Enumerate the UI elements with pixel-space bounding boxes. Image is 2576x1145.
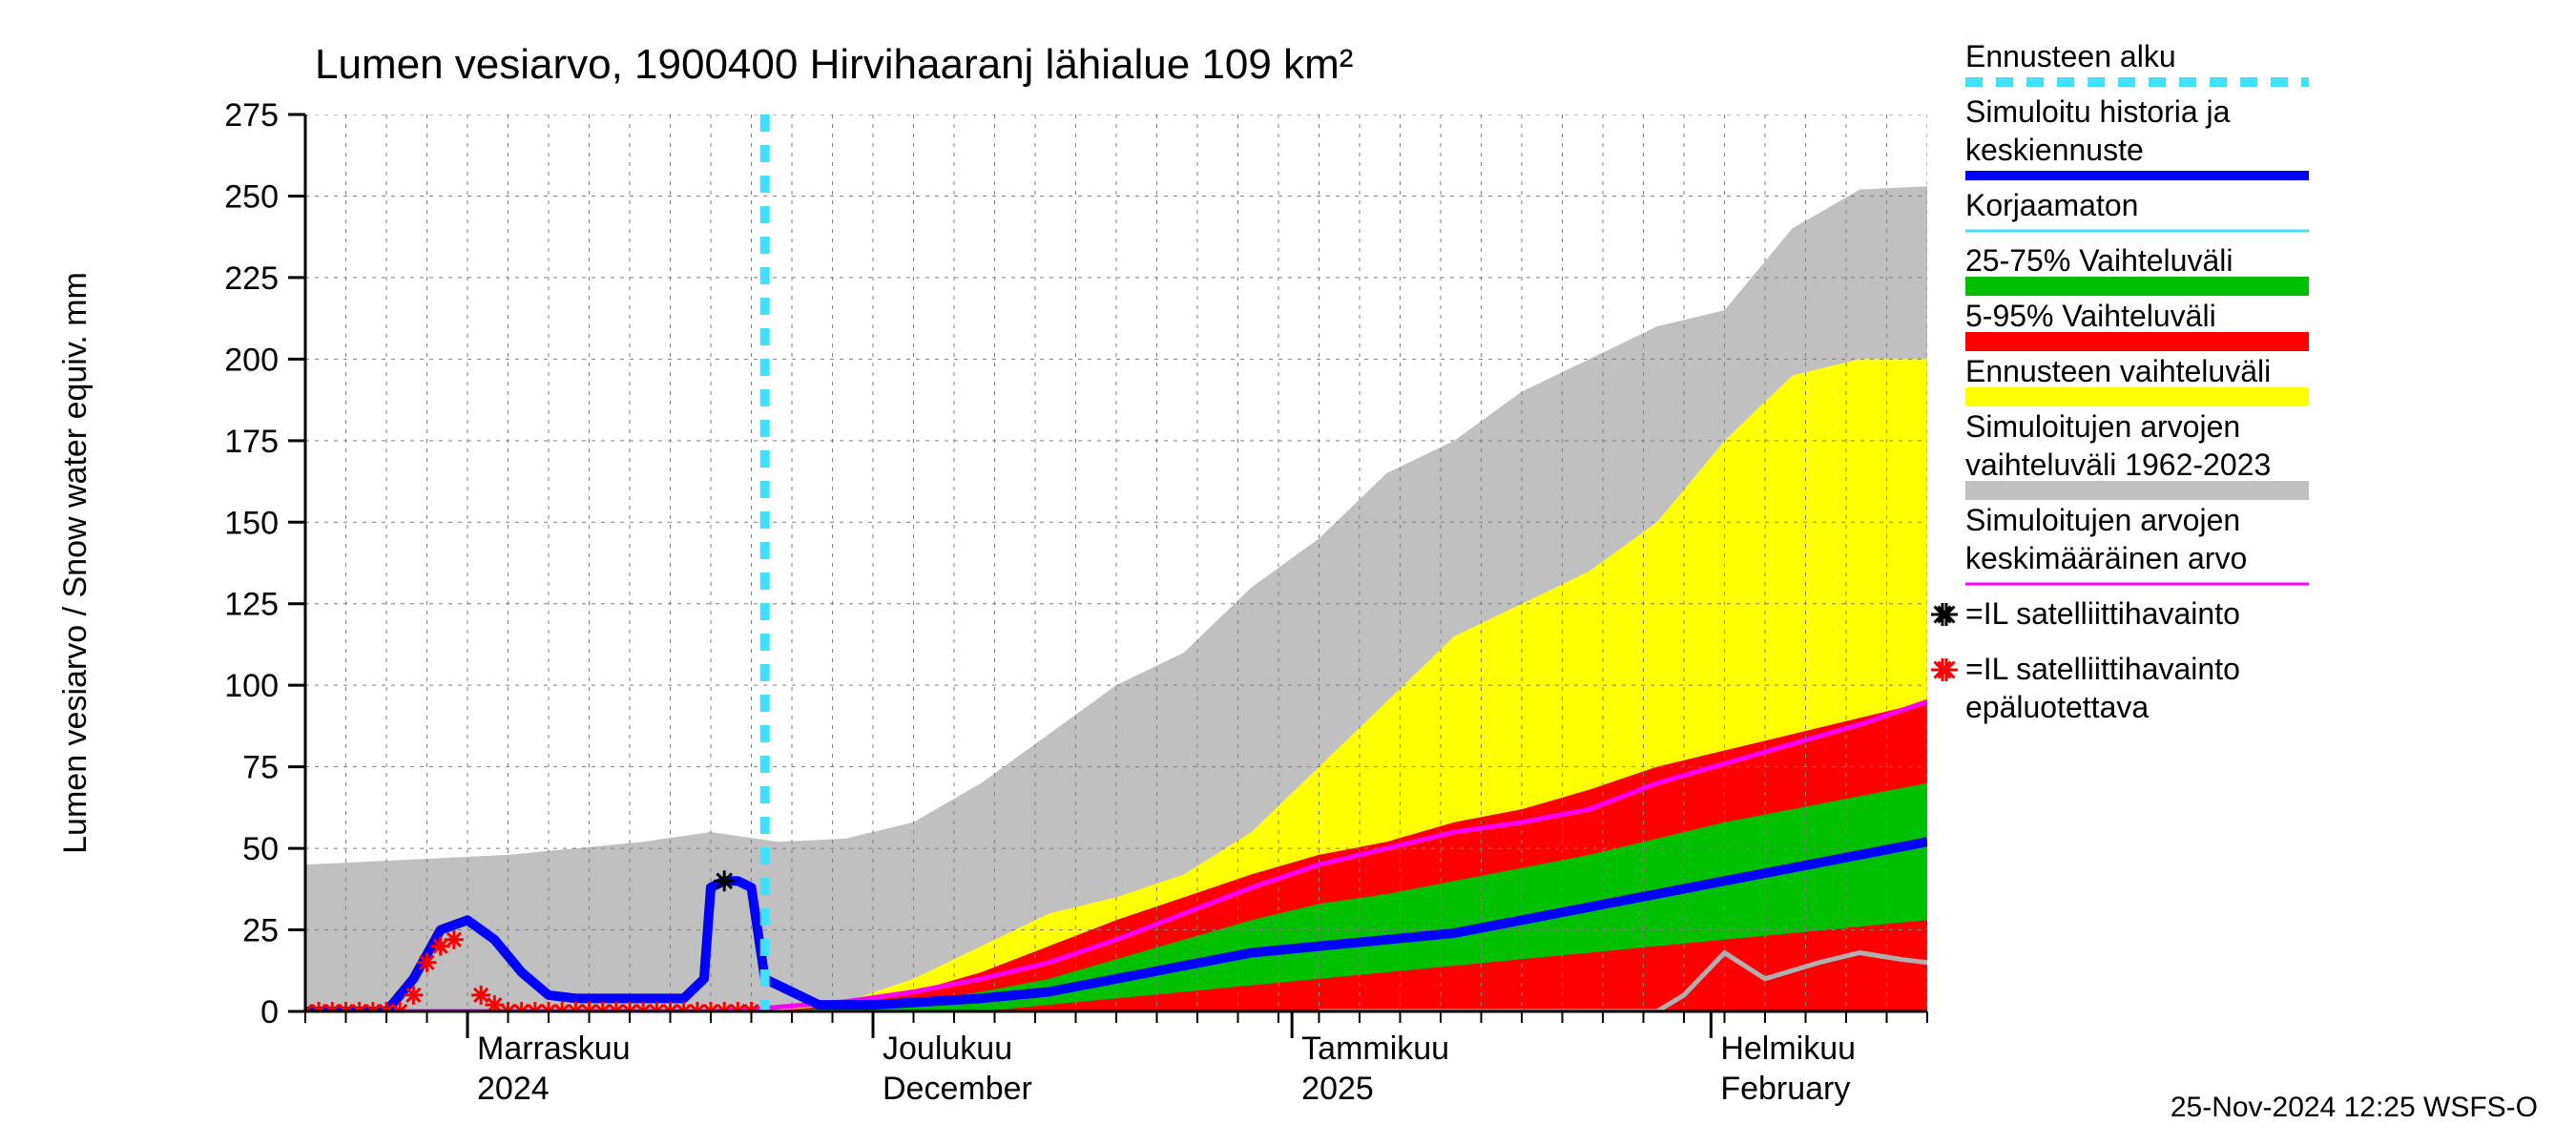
legend-marker-icon [1931, 603, 1954, 626]
y-tick-label: 50 [242, 831, 279, 867]
x-tick-label-top: Tammikuu [1301, 1030, 1449, 1067]
legend-label: vaihteluväli 1962-2023 [1965, 448, 2271, 482]
y-axis-label: Lumen vesiarvo / Snow water equiv. mm [57, 272, 93, 854]
red-star-marker [404, 986, 423, 1005]
footer-timestamp: 25-Nov-2024 12:25 WSFS-O [2171, 1092, 2538, 1123]
legend-marker-icon [1931, 658, 1954, 681]
legend-label: Simuloitujen arvojen [1965, 503, 2240, 537]
x-tick-label-bot: December [883, 1071, 1032, 1107]
legend-label: Ennusteen vaihteluväli [1965, 354, 2271, 388]
y-tick-label: 200 [224, 342, 279, 378]
legend-swatch [1965, 481, 2309, 500]
legend-label: =IL satelliittihavainto [1965, 652, 2240, 686]
legend-label: keskimääräinen arvo [1965, 541, 2247, 575]
y-tick-label: 275 [224, 97, 279, 134]
legend-label: Korjaamaton [1965, 188, 2138, 222]
y-tick-label: 75 [242, 750, 279, 786]
y-tick-label: 175 [224, 424, 279, 460]
chart-container: 0 25 50 75 100 125 150 175 200 225 250 275 Marraskuu… [0, 0, 2576, 1145]
y-tick-label: 25 [242, 913, 279, 949]
legend-label: 25-75% Vaihteluväli [1965, 243, 2233, 278]
legend-label: keskiennuste [1965, 133, 2144, 167]
legend-label: epäluotettava [1965, 690, 2149, 724]
y-tick-label: 225 [224, 260, 279, 297]
legend-swatch [1965, 277, 2309, 296]
x-tick-label-bot: 2025 [1301, 1071, 1374, 1107]
x-tick-label-top: Joulukuu [883, 1030, 1012, 1067]
legend-label: =IL satelliittihavainto [1965, 596, 2240, 631]
y-tick-label: 100 [224, 668, 279, 704]
legend-label: Ennusteen alku [1965, 39, 2176, 73]
red-star-marker [418, 953, 437, 972]
x-tick-label-top: Helmikuu [1720, 1030, 1856, 1067]
x-tick-label-bot: 2024 [477, 1071, 550, 1107]
legend-label: Simuloitu historia ja [1965, 94, 2231, 129]
legend: Ennusteen alku Simuloitu historia ja keski… [1931, 39, 2309, 724]
y-tick-label: 250 [224, 178, 279, 215]
legend-label: 5-95% Vaihteluväli [1965, 299, 2216, 333]
x-tick-label-top: Marraskuu [477, 1030, 631, 1067]
red-star-marker [471, 986, 490, 1005]
y-tick-label: 125 [224, 587, 279, 623]
legend-swatch [1965, 332, 2309, 351]
legend-swatch [1965, 387, 2309, 406]
legend-label: Simuloitujen arvojen [1965, 409, 2240, 444]
x-tick-label-bot: February [1720, 1071, 1850, 1107]
y-tick-label: 0 [260, 994, 279, 1030]
chart-svg: 0 25 50 75 100 125 150 175 200 225 250 275 Marraskuu… [0, 0, 2576, 1145]
y-tick-label: 150 [224, 505, 279, 541]
red-star-marker [445, 930, 464, 949]
chart-title: Lumen vesiarvo, 1900400 Hirvihaaranj läh… [315, 41, 1353, 88]
black-star-marker [714, 870, 735, 891]
